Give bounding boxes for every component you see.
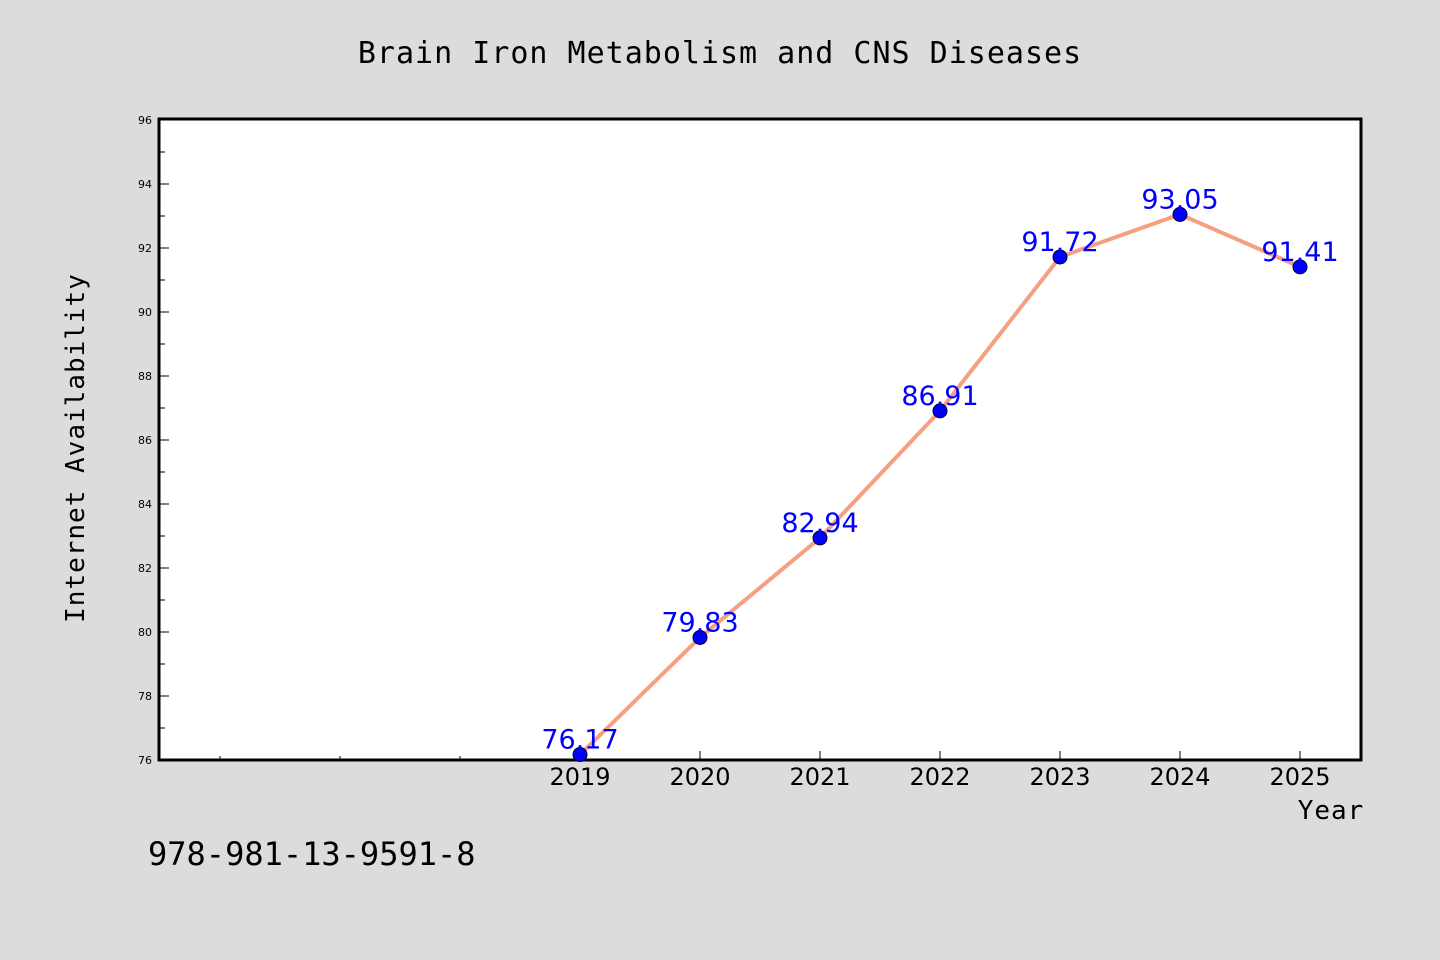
x-tick-label: 2023 bbox=[1029, 763, 1090, 791]
data-label: 91.41 bbox=[1261, 237, 1338, 268]
x-tick-label: 2019 bbox=[549, 763, 610, 791]
x-tick-label: 2021 bbox=[789, 763, 850, 791]
data-label: 82.94 bbox=[781, 508, 858, 539]
y-tick-label: 76 bbox=[138, 754, 152, 767]
data-point bbox=[1292, 259, 1308, 275]
y-tick-label: 92 bbox=[138, 242, 152, 255]
x-tick-label: 2022 bbox=[909, 763, 970, 791]
y-tick-label: 82 bbox=[138, 562, 152, 575]
plot-area bbox=[157, 117, 1363, 762]
y-axis-label: Internet Availability bbox=[61, 273, 91, 623]
series-layer: 76.17 79.83 82.94 86.91 91.72 93.05 91.41 bbox=[541, 184, 1339, 763]
y-tick-label: 88 bbox=[138, 370, 152, 383]
x-tick-label: 2024 bbox=[1149, 763, 1210, 791]
isbn-footer: 978-981-13-9591-8 bbox=[148, 835, 476, 873]
axes-ticks: 76 78 80 82 84 86 88 90 92 94 96 2019 2020 2021 2022 20… bbox=[138, 114, 1331, 791]
data-label: 86.91 bbox=[901, 381, 978, 412]
y-tick-label: 94 bbox=[138, 178, 152, 191]
x-tick-label: 2020 bbox=[669, 763, 730, 791]
x-tick-label: 2025 bbox=[1269, 763, 1330, 791]
y-tick-label: 90 bbox=[138, 306, 152, 319]
data-point bbox=[572, 747, 588, 763]
data-label: 93.05 bbox=[1141, 184, 1218, 215]
x-axis-label: Year bbox=[1298, 796, 1365, 826]
data-point bbox=[932, 403, 948, 419]
data-label: 76.17 bbox=[541, 725, 618, 756]
y-tick-label: 84 bbox=[138, 498, 152, 511]
data-label: 91.72 bbox=[1021, 227, 1098, 258]
chart-title: Brain Iron Metabolism and CNS Diseases bbox=[358, 36, 1082, 71]
y-tick-label: 96 bbox=[138, 114, 152, 127]
y-tick-label: 80 bbox=[138, 626, 152, 639]
y-tick-label: 86 bbox=[138, 434, 152, 447]
y-tick-label: 78 bbox=[138, 690, 152, 703]
data-point bbox=[812, 530, 828, 546]
data-point bbox=[1052, 249, 1068, 265]
data-point bbox=[692, 629, 708, 645]
data-label: 79.83 bbox=[661, 607, 738, 638]
data-point bbox=[1172, 206, 1188, 222]
